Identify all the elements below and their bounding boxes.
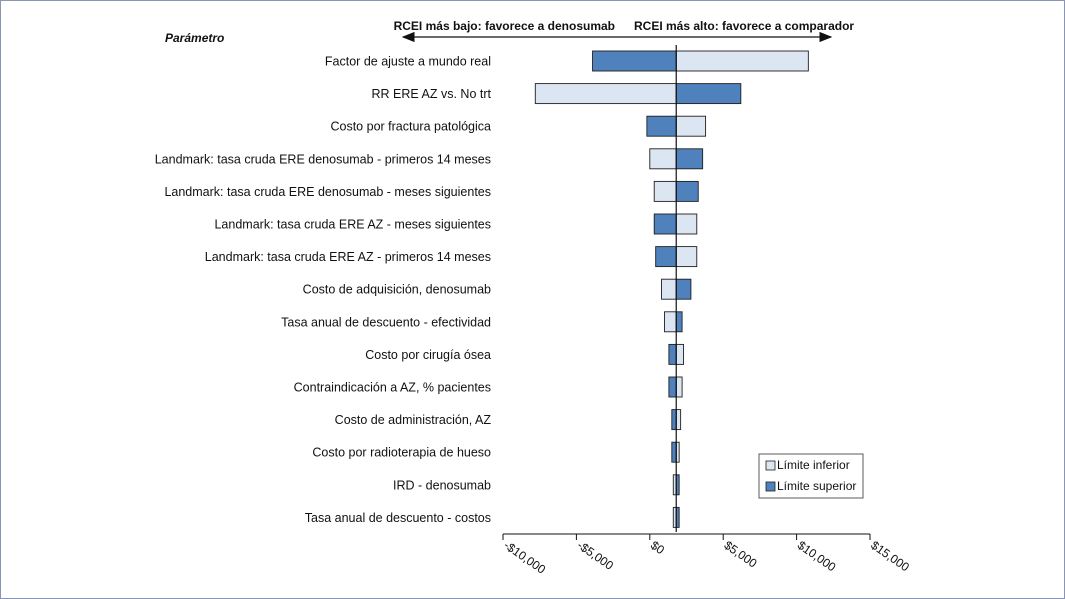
row-label: Costo por fractura patológica: [330, 120, 491, 134]
legend: Límite inferior Límite superior: [758, 453, 864, 499]
bar-lower-limit: [675, 50, 809, 72]
legend-lower-swatch: [765, 460, 776, 471]
row-label: Costo por cirugía ósea: [365, 348, 491, 362]
x-tick-label: -$10,000: [501, 538, 548, 577]
bar-lower-limit: [675, 115, 707, 137]
bar-upper-limit: [675, 148, 704, 170]
row-label: Contraindicación a AZ, % pacientes: [294, 381, 491, 395]
legend-upper-label: Límite superior: [777, 479, 856, 493]
x-tick-label: $15,000: [868, 538, 912, 575]
row-label: Landmark: tasa cruda ERE denosumab - mes…: [164, 185, 491, 199]
x-tick-label: -$5,000: [575, 538, 617, 573]
legend-upper-swatch: [765, 481, 776, 492]
row-label: Factor de ajuste a mundo real: [325, 55, 491, 69]
legend-box: [758, 453, 864, 499]
bar-upper-limit: [668, 376, 677, 398]
bar-lower-limit: [534, 83, 677, 105]
x-tick-label: $10,000: [795, 538, 839, 575]
legend-lower-label: Límite inferior: [777, 458, 850, 472]
left-header: RCEI más bajo: favorece a denosumab: [394, 19, 615, 33]
bar-upper-limit: [653, 213, 677, 235]
bar-upper-limit: [671, 441, 677, 463]
bar-upper-limit: [675, 278, 692, 300]
bar-lower-limit: [661, 278, 677, 300]
bar-lower-limit: [675, 343, 685, 365]
bar-lower-limit: [649, 148, 677, 170]
bar-upper-limit: [655, 246, 677, 268]
row-label: Costo por radioterapia de hueso: [312, 446, 491, 460]
bar-upper-limit: [675, 83, 742, 105]
row-label: Tasa anual de descuento - costos: [305, 511, 491, 525]
bar-lower-limit: [664, 311, 677, 333]
x-tick-label: $0: [648, 538, 667, 557]
row-label: RR ERE AZ vs. No trt: [372, 87, 492, 101]
right-header: RCEI más alto: favorece a comparador: [634, 19, 854, 33]
bar-upper-limit: [646, 115, 677, 137]
row-label: Landmark: tasa cruda ERE AZ - primeros 1…: [205, 250, 491, 264]
bar-lower-limit: [675, 213, 698, 235]
rows-group: Factor de ajuste a mundo real RR ERE AZ v…: [155, 50, 809, 528]
bar-lower-limit: [675, 409, 682, 431]
row-label: Landmark: tasa cruda ERE denosumab - pri…: [155, 152, 491, 166]
bar-lower-limit: [653, 180, 677, 202]
bar-upper-limit: [675, 180, 699, 202]
bar-lower-limit: [675, 246, 698, 268]
row-label: Costo de administración, AZ: [335, 413, 492, 427]
parameter-title: Parámetro: [165, 31, 224, 45]
row-label: Costo de adquisición, denosumab: [303, 283, 491, 297]
row-label: Landmark: tasa cruda ERE AZ - meses sigu…: [214, 218, 491, 232]
x-axis: -$10,000 -$5,000 $0 $5,000 $10,000 $15,000: [501, 533, 912, 577]
row-label: Tasa anual de descuento - efectividad: [281, 315, 491, 329]
bar-upper-limit: [671, 409, 677, 431]
bar-upper-limit: [668, 343, 677, 365]
x-tick-label: $5,000: [721, 538, 759, 571]
bar-upper-limit: [675, 311, 683, 333]
row-label: IRD - denosumab: [393, 478, 491, 492]
bar-upper-limit: [592, 50, 677, 72]
bar-lower-limit: [675, 376, 683, 398]
